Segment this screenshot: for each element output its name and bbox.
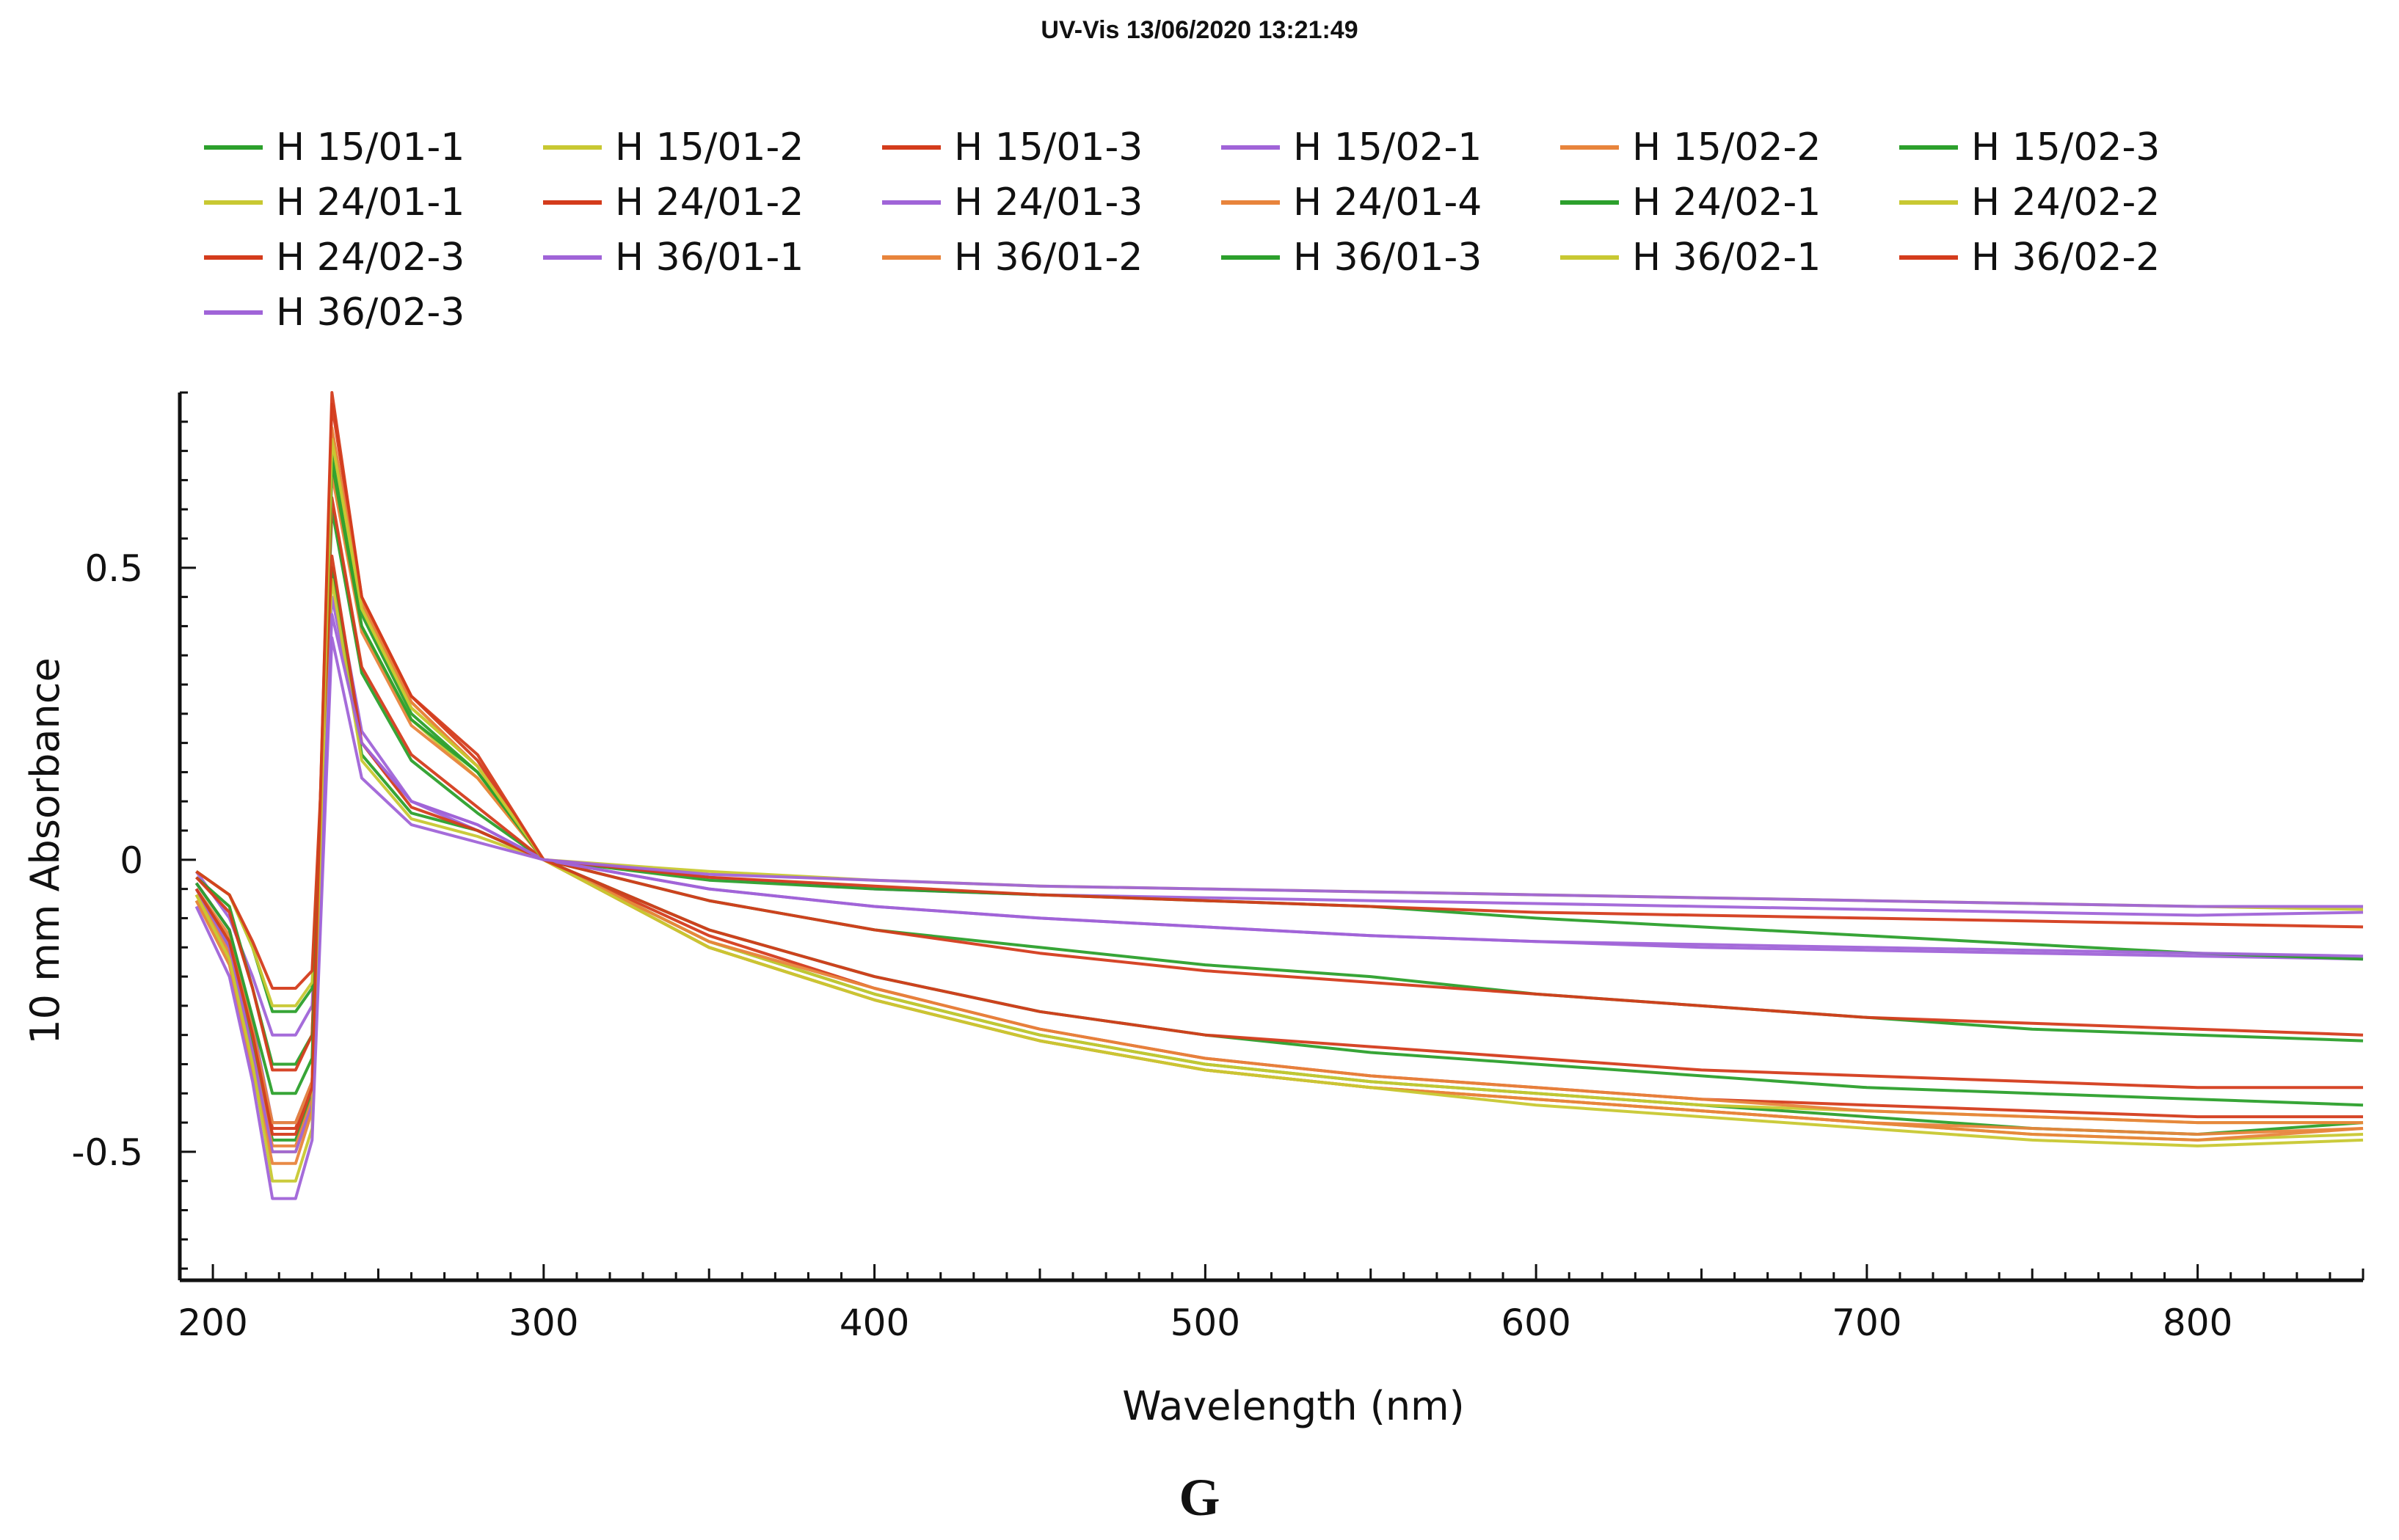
legend-item: H 15/01-2 [543,122,804,173]
legend-swatch [1221,255,1280,260]
legend-label: H 24/02-1 [1632,180,1821,225]
legend-item: H 15/01-1 [204,122,465,173]
series-line-1 [194,449,2364,1142]
legend-swatch [882,200,941,205]
legend-label: H 36/02-3 [276,291,465,335]
panel-letter: G [1179,1468,1220,1527]
x-tick-label: 500 [1171,1302,1240,1344]
x-axis-title: Wavelength (nm) [1122,1383,1464,1429]
legend-swatch [1221,145,1280,150]
chart-title: UV-Vis 13/06/2020 13:21:49 [1041,16,1358,44]
x-tick-label: 600 [1501,1302,1570,1344]
legend-label: H 36/01-3 [1293,236,1482,280]
x-tick-label: 700 [1832,1302,1901,1344]
series-line-8 [195,496,2364,1072]
x-tick-label: 400 [840,1302,909,1344]
line-chart: 200 300 400 500 600 700 800 -0.5 0 0.5 Wavelength … [22,391,2365,1429]
legend-swatch [1560,255,1619,260]
legend-item: H 24/01-2 [543,177,804,228]
legend-item: H 24/01-1 [204,177,465,228]
legend-label: H 24/01-2 [615,180,804,225]
legend-label: H 15/02-2 [1632,125,1821,169]
legend-item: H 24/02-1 [1560,177,1821,228]
series-line-13 [195,554,2364,990]
y-tick-label: -0.5 [71,1131,143,1174]
series-line-12 [195,577,2364,1007]
legend-label: H 24/01-3 [954,180,1143,225]
legend-swatch [1560,200,1619,205]
series-line-5 [194,426,2364,1147]
legend-item: H 15/02-3 [1899,122,2160,173]
legend-swatch [1899,145,1958,150]
legend-item: H 24/01-3 [882,177,1143,228]
series-line-2 [194,437,2364,1153]
legend-swatch [543,255,602,260]
series-line-14 [194,613,2364,1153]
legend-label: H 15/01-2 [615,125,804,169]
legend-label: H 15/02-3 [1971,125,2160,169]
y-axis-title: 10 mm Absorbance [22,657,68,1044]
series-line-15 [194,431,2364,1165]
legend-label: H 24/02-3 [276,236,465,280]
legend-label: H 36/01-2 [954,236,1143,280]
legend-item: H 36/02-2 [1899,232,2160,283]
y-tick-label: 0 [120,839,143,882]
legend-label: H 36/01-1 [615,236,804,280]
legend-swatch [1221,200,1280,205]
series-line-6 [195,508,2364,1066]
x-tick-label: 300 [509,1302,578,1344]
x-tick-label: 800 [2163,1302,2232,1344]
series-line-3 [194,402,2363,1130]
legend-item: H 36/01-2 [882,232,1143,283]
legend-swatch [1560,145,1619,150]
legend-label: H 15/02-1 [1293,125,1482,169]
legend-item: H 15/01-3 [882,122,1143,173]
legend-label: H 24/01-1 [276,180,465,225]
y-tick-label: 0.5 [84,547,143,590]
legend-swatch [1899,255,1958,260]
legend-item: H 24/01-4 [1221,177,1482,228]
legend-item: H 36/02-3 [204,287,465,338]
legend-swatch [204,310,263,315]
legend-swatch [882,145,941,150]
series-line-18 [194,391,2363,1136]
legend-swatch [882,255,941,260]
series-line-19 [194,636,2363,1200]
legend-item: H 24/02-2 [1899,177,2160,228]
legend-swatch [543,145,602,150]
legend-swatch [204,200,263,205]
series-line-16 [194,461,2364,1107]
legend-label: H 36/02-2 [1971,236,2160,280]
legend-item: H 15/02-1 [1221,122,1482,173]
legend-item: H 36/02-1 [1560,232,1821,283]
legend-item: H 36/01-3 [1221,232,1482,283]
series-line-10 [194,472,2363,1125]
legend-item: H 36/01-1 [543,232,804,283]
series-line-11 [195,566,2364,1013]
legend-label: H 15/01-1 [276,125,465,169]
legend-item: H 24/02-3 [204,232,465,283]
legend-label: H 24/02-2 [1971,180,2160,225]
x-tick-label: 200 [178,1302,247,1344]
legend-item: H 15/02-2 [1560,122,1821,173]
legend-swatch [1899,200,1958,205]
series-line-17 [194,437,2364,1183]
legend-label: H 36/02-1 [1632,236,1821,280]
legend-swatch [204,255,263,260]
legend-swatch [204,145,263,150]
legend-label: H 24/01-4 [1293,180,1482,225]
legend-label: H 15/01-3 [954,125,1143,169]
legend-swatch [543,200,602,205]
